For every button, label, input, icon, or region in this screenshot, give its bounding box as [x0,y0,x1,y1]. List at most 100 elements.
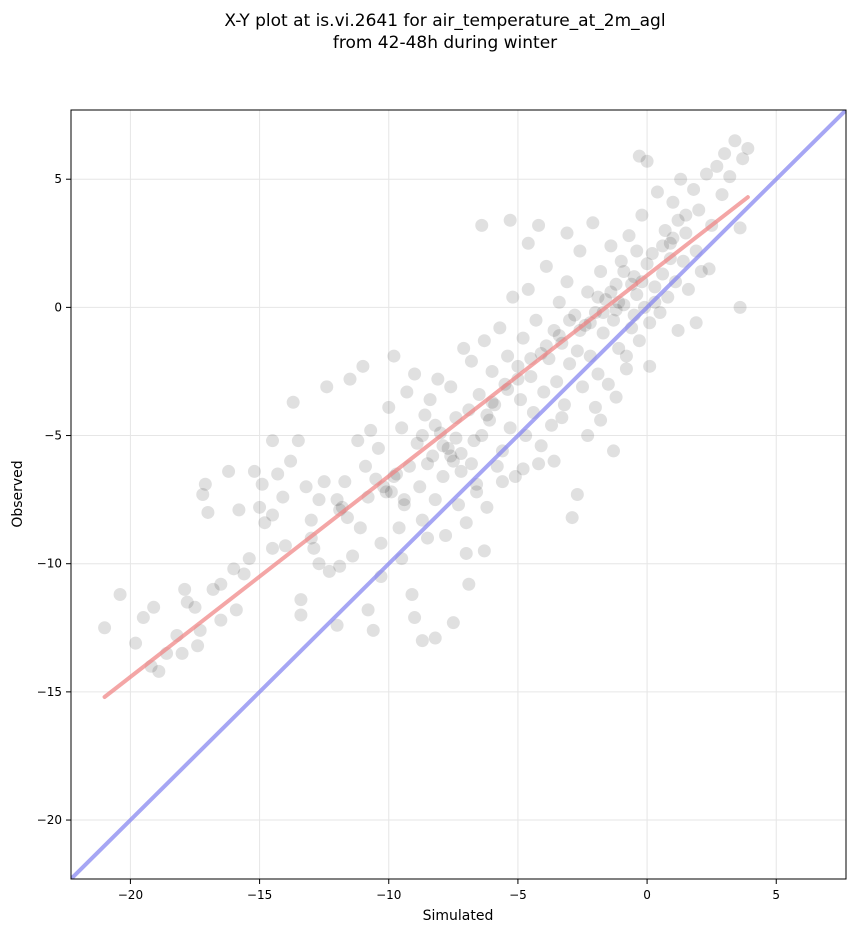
data-point [229,603,243,617]
data-point [679,226,693,240]
data-point [206,582,220,596]
data-point [710,159,724,173]
data-point [346,549,360,563]
plot-frame [70,109,847,880]
data-point [415,429,429,443]
data-point [480,500,494,514]
data-point [431,372,445,386]
data-point [439,529,453,543]
data-point [632,334,646,348]
data-point [715,188,729,202]
y-tick-label: 0 [54,300,62,314]
data-point [467,434,481,448]
data-point [152,664,166,678]
data-point [563,313,577,327]
data-point [477,334,491,348]
data-point [374,536,388,550]
data-point [255,477,269,491]
data-point [658,223,672,237]
data-point [674,172,688,186]
data-point [532,218,546,232]
data-point [514,393,527,407]
data-point [604,239,618,253]
regression-fit-line [102,195,750,700]
data-point [617,264,631,278]
data-point [198,477,212,491]
data-point [330,618,344,632]
y-tick-label: −10 [37,557,62,571]
data-point [539,259,553,273]
data-point [581,429,595,443]
data-point [560,226,574,240]
data-point [609,277,623,291]
data-point [178,582,192,596]
data-point [635,208,649,222]
data-point [588,400,602,414]
data-point [550,375,564,389]
data-point [475,218,489,232]
data-point [136,611,150,625]
data-point [392,521,406,535]
data-point [322,564,336,578]
data-point [459,546,473,560]
data-point [320,380,334,394]
data-point [643,316,657,330]
data-point [400,385,414,399]
data-point [480,408,494,422]
data-point [573,244,587,258]
data-point [454,446,468,460]
data-point [656,239,670,253]
data-point [317,475,331,489]
data-point [612,341,626,355]
data-point [333,559,347,573]
data-point [630,288,644,302]
data-point [258,516,272,530]
data-point [493,321,507,335]
data-point [428,418,442,432]
grid-lines [71,110,846,879]
x-tick-label: −15 [247,888,272,902]
x-tick-label: −10 [376,888,401,902]
data-point [700,167,713,181]
data-point [632,149,646,163]
data-point [545,418,558,432]
data-point [643,359,657,373]
data-point [741,141,755,155]
data-point [242,552,256,566]
data-point [408,367,422,381]
data-point [653,306,667,320]
data-point [630,244,644,258]
data-point [594,413,608,427]
data-point [728,134,742,148]
data-point [307,541,321,555]
data-point [694,264,708,278]
data-point [524,370,538,384]
data-point [247,464,261,478]
data-point [671,323,685,337]
data-point [330,493,344,507]
data-point [454,464,468,478]
data-point [405,587,419,601]
y-tick-label: −15 [37,685,62,699]
data-point [284,454,298,468]
data-point [415,513,429,527]
data-point [619,362,633,376]
data-point [609,303,623,317]
data-point [304,513,318,527]
data-point [452,498,465,512]
data-point [428,631,442,645]
data-point [503,213,517,227]
y-tick-label: 5 [54,172,62,186]
data-point [338,475,352,489]
data-point [312,493,326,507]
data-point [384,485,398,499]
data-point [147,600,161,614]
data-point [560,275,574,289]
data-point [516,462,530,476]
data-point [586,216,600,230]
data-point [671,213,685,227]
data-point [312,557,326,571]
data-point [516,331,530,345]
data-point [364,423,378,437]
